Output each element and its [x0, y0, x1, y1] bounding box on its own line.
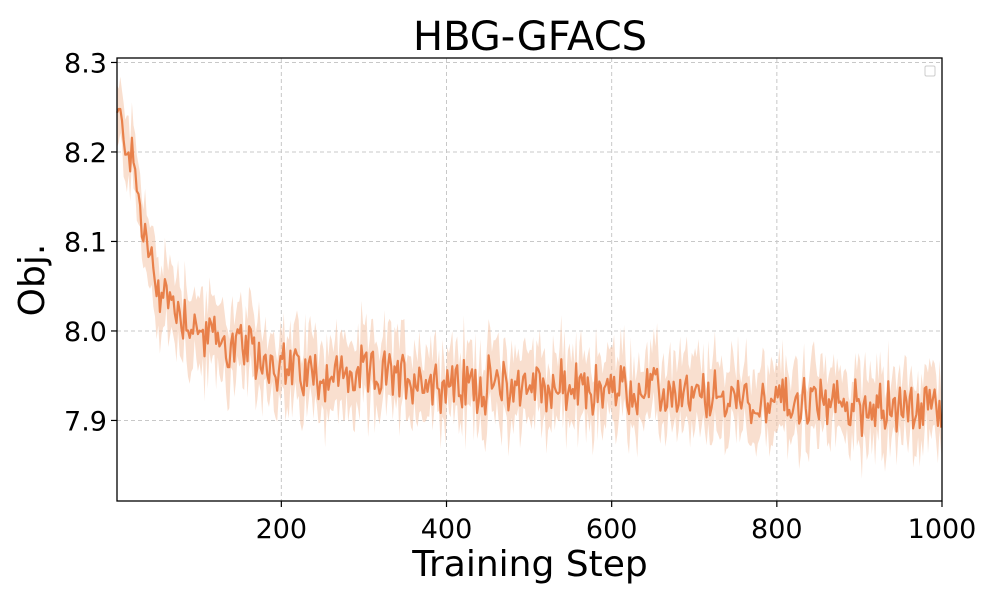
y-axis-label: Obj. — [12, 244, 53, 317]
y-tick-label: 8.3 — [64, 48, 107, 79]
x-tick-label: 800 — [751, 514, 803, 545]
x-axis-label: Training Step — [411, 544, 647, 585]
axis-ticks: 200 400 600 800 1000 7.9 8.0 8.1 8.2 8.3 — [64, 48, 976, 545]
x-tick-label: 1000 — [908, 514, 977, 545]
confidence-band — [117, 76, 942, 479]
variance-band — [117, 76, 942, 479]
y-tick-label: 8.0 — [64, 317, 107, 348]
x-tick-label: 600 — [586, 514, 638, 545]
y-tick-label: 8.2 — [64, 138, 107, 169]
x-tick-label: 200 — [256, 514, 308, 545]
grid-lines — [117, 58, 943, 501]
y-tick-label: 8.1 — [64, 227, 107, 258]
y-tick-label: 7.9 — [64, 406, 107, 437]
plot-frame — [116, 57, 943, 502]
legend-box — [924, 65, 936, 77]
series-line-path — [116, 107, 943, 438]
series-line — [116, 107, 943, 438]
x-tick-label: 400 — [421, 514, 473, 545]
chart-title: HBG-GFACS — [413, 14, 647, 60]
